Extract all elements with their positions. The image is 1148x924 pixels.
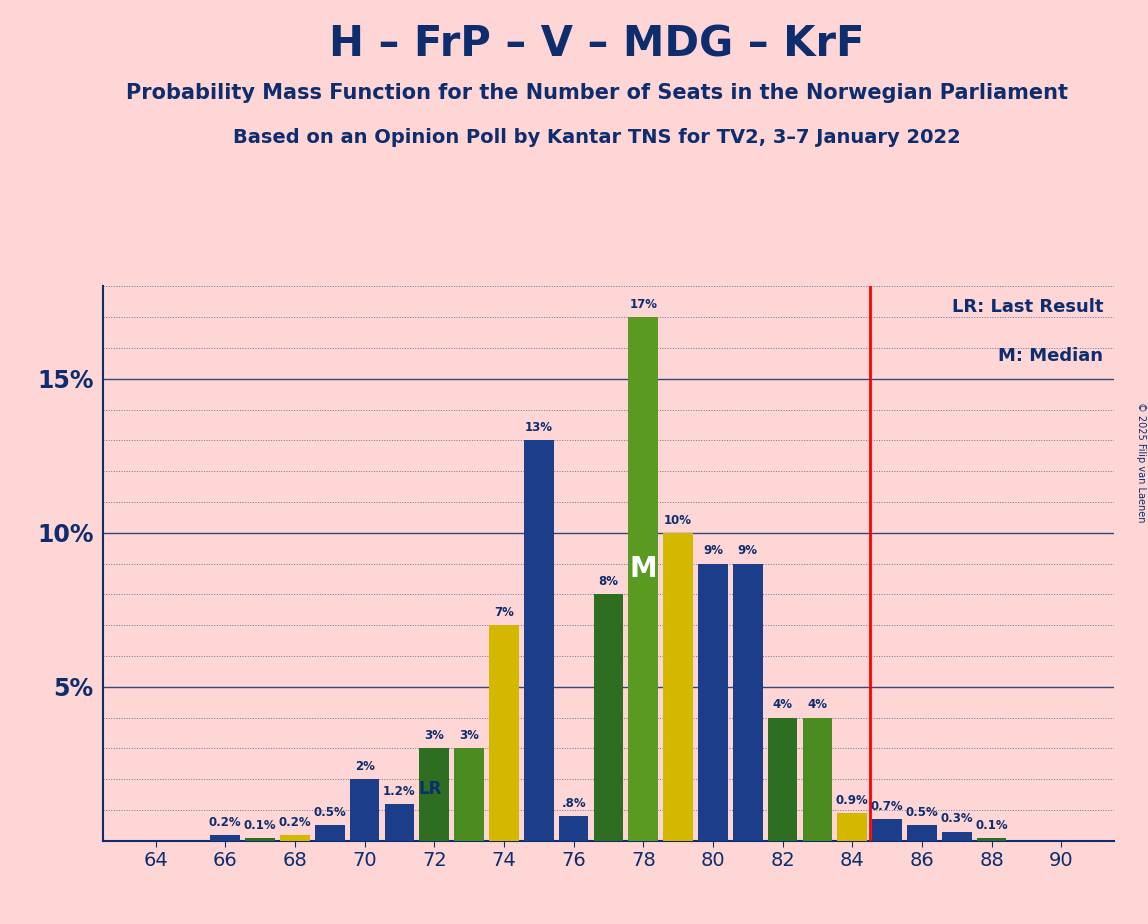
Bar — [350, 779, 379, 841]
Bar — [838, 813, 867, 841]
Bar — [872, 820, 902, 841]
Bar — [802, 718, 832, 841]
Text: 9%: 9% — [703, 544, 723, 557]
Bar — [664, 533, 693, 841]
Text: 0.2%: 0.2% — [279, 816, 311, 829]
Bar — [489, 626, 519, 841]
Bar — [907, 825, 937, 841]
Text: 9%: 9% — [738, 544, 758, 557]
Text: H – FrP – V – MDG – KrF: H – FrP – V – MDG – KrF — [329, 23, 864, 65]
Text: 0.3%: 0.3% — [940, 812, 974, 825]
Bar — [385, 804, 414, 841]
Text: M: M — [629, 554, 657, 582]
Bar — [315, 825, 344, 841]
Text: 0.5%: 0.5% — [906, 807, 938, 820]
Bar — [977, 838, 1007, 841]
Text: 0.1%: 0.1% — [976, 819, 1008, 832]
Text: 10%: 10% — [664, 514, 692, 527]
Text: 1.2%: 1.2% — [383, 784, 416, 797]
Bar — [523, 441, 553, 841]
Text: 7%: 7% — [494, 606, 514, 619]
Text: 13%: 13% — [525, 421, 553, 434]
Bar — [246, 838, 274, 841]
Text: 3%: 3% — [425, 729, 444, 742]
Text: 0.7%: 0.7% — [871, 800, 903, 813]
Text: © 2025 Filip van Laenen: © 2025 Filip van Laenen — [1135, 402, 1146, 522]
Text: 0.9%: 0.9% — [836, 794, 869, 807]
Bar — [943, 832, 971, 841]
Text: 2%: 2% — [355, 760, 374, 773]
Bar — [594, 594, 623, 841]
Bar — [280, 834, 310, 841]
Bar — [210, 834, 240, 841]
Text: 8%: 8% — [598, 576, 619, 589]
Bar — [768, 718, 798, 841]
Text: M: Median: M: Median — [999, 347, 1103, 365]
Bar — [732, 564, 762, 841]
Text: LR: Last Result: LR: Last Result — [952, 298, 1103, 315]
Text: 3%: 3% — [459, 729, 479, 742]
Text: LR: LR — [419, 780, 442, 797]
Bar — [698, 564, 728, 841]
Bar — [559, 816, 589, 841]
Text: 4%: 4% — [807, 699, 828, 711]
Text: Probability Mass Function for the Number of Seats in the Norwegian Parliament: Probability Mass Function for the Number… — [126, 83, 1068, 103]
Text: 0.1%: 0.1% — [243, 819, 277, 832]
Text: 4%: 4% — [773, 699, 792, 711]
Text: Based on an Opinion Poll by Kantar TNS for TV2, 3–7 January 2022: Based on an Opinion Poll by Kantar TNS f… — [233, 128, 961, 147]
Text: 0.5%: 0.5% — [313, 807, 347, 820]
Text: 17%: 17% — [629, 298, 658, 311]
Bar — [419, 748, 449, 841]
Bar — [628, 317, 658, 841]
Text: .8%: .8% — [561, 797, 585, 810]
Bar — [455, 748, 484, 841]
Text: 0.2%: 0.2% — [209, 816, 241, 829]
